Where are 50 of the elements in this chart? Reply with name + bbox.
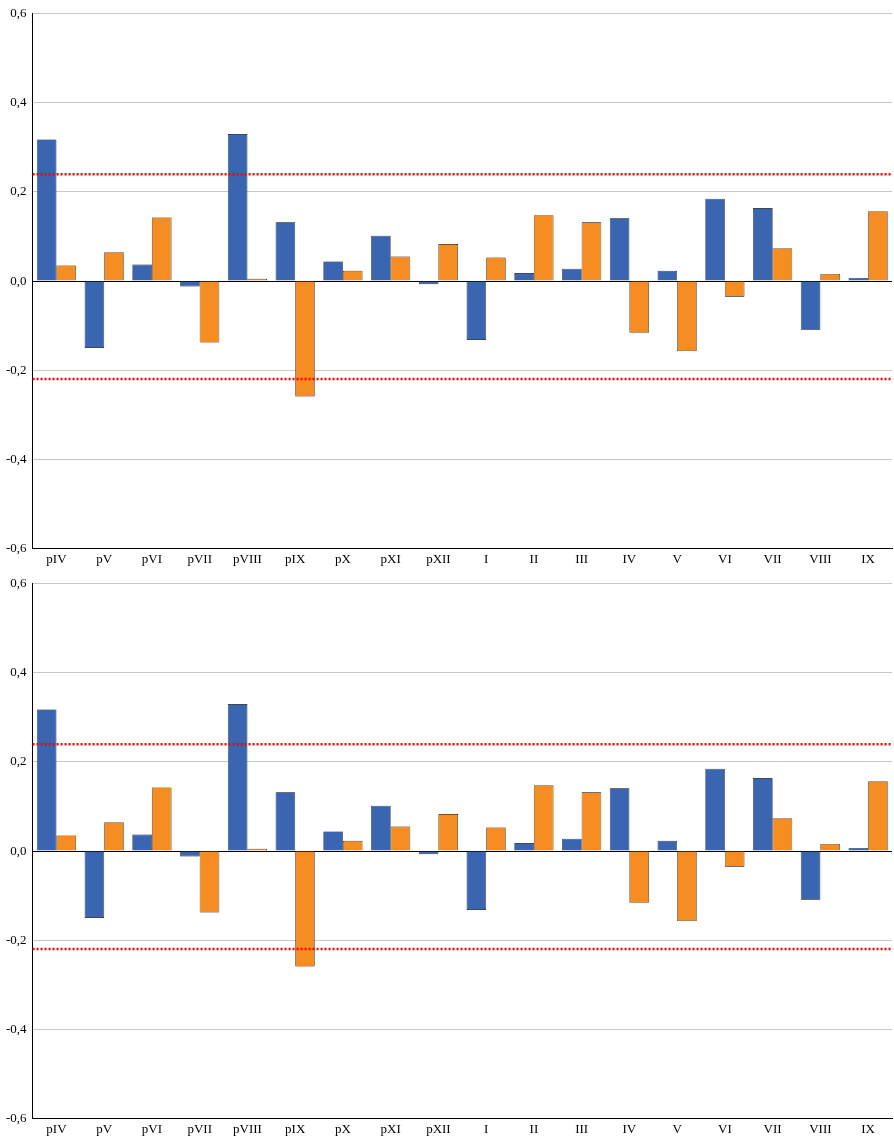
x-tick-label: pVII xyxy=(187,550,212,566)
x-tick-label: pIX xyxy=(285,1120,306,1136)
y-tick-label: 0,4 xyxy=(10,664,28,680)
x-tick-label: pIX xyxy=(285,550,306,566)
x-tick-label: VIII xyxy=(809,550,832,566)
x-tick-label: pV xyxy=(96,550,113,566)
x-tick-label: pVII xyxy=(187,1120,212,1136)
x-tick-label: pVI xyxy=(141,1120,163,1136)
x-tick-label: VI xyxy=(718,550,732,566)
x-tick-label: pV xyxy=(96,1120,113,1136)
y-tick-label: -0,2 xyxy=(5,931,27,947)
x-tick-label: V xyxy=(672,550,683,566)
y-tick-label: -0,6 xyxy=(5,539,28,555)
x-tick-label: I xyxy=(483,1120,489,1136)
x-tick-label: IX xyxy=(861,550,876,566)
y-tick-label: 0,6 xyxy=(10,575,28,591)
x-tick-label: I xyxy=(483,550,489,566)
x-tick-label: III xyxy=(575,1120,589,1136)
x-tick-label: IX xyxy=(861,1120,876,1136)
y-tick-label: 0,4 xyxy=(10,94,28,110)
x-tick-label: II xyxy=(529,1120,539,1136)
x-tick-label: pIV xyxy=(46,1120,68,1136)
y-tick-label: 0,6 xyxy=(10,5,28,21)
x-tick-label: pX xyxy=(334,1120,352,1136)
y-tick-label: -0,6 xyxy=(5,1109,28,1125)
x-tick-label: pVI xyxy=(141,550,163,566)
y-tick-label: 0,0 xyxy=(10,272,27,288)
x-tick-label: IV xyxy=(622,550,637,566)
x-tick-label: pXI xyxy=(380,550,401,566)
y-tick-label: 0,2 xyxy=(10,753,27,769)
x-tick-label: VII xyxy=(763,1120,782,1136)
y-tick-label: -0,2 xyxy=(5,361,27,377)
y-tick-label: 0,2 xyxy=(10,183,27,199)
y-tick-label: -0,4 xyxy=(5,450,28,466)
x-tick-label: IV xyxy=(622,1120,637,1136)
x-tick-label: II xyxy=(529,550,539,566)
x-tick-label: pXI xyxy=(380,1120,401,1136)
x-tick-label: VI xyxy=(718,1120,732,1136)
y-tick-label: -0,4 xyxy=(5,1020,28,1036)
x-tick-label: V xyxy=(672,1120,683,1136)
x-tick-label: pIV xyxy=(46,550,68,566)
y-tick-label: 0,0 xyxy=(10,842,27,858)
x-tick-label: pVIII xyxy=(232,550,262,566)
x-tick-label: pX xyxy=(334,550,352,566)
x-tick-label: VII xyxy=(763,550,782,566)
x-tick-label: pXII xyxy=(426,1120,451,1136)
x-tick-label: III xyxy=(575,550,589,566)
x-tick-label: pVIII xyxy=(232,1120,262,1136)
x-tick-label: pXII xyxy=(426,550,451,566)
x-tick-label: VIII xyxy=(809,1120,832,1136)
